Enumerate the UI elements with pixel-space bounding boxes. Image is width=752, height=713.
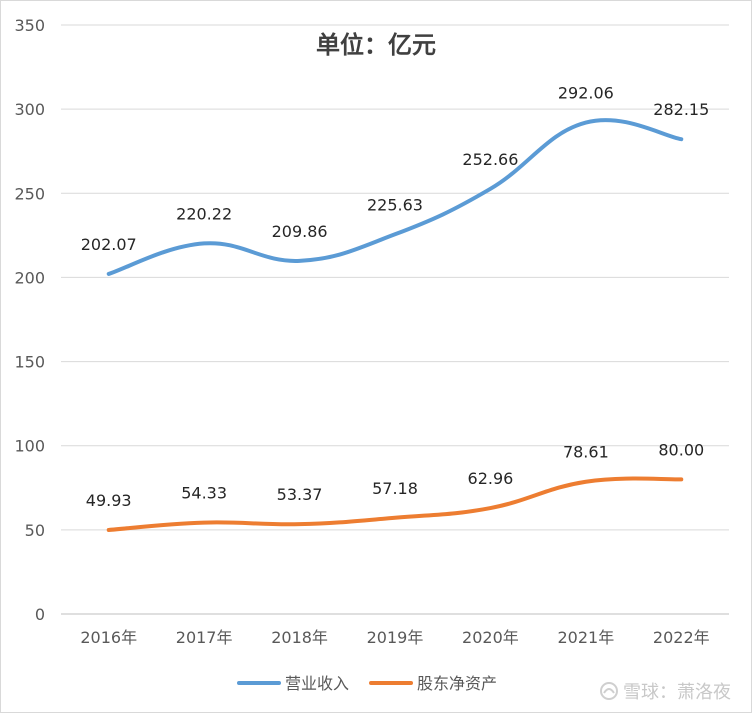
data-label: 209.86 (272, 222, 328, 241)
x-tick-label: 2021年 (557, 628, 614, 647)
data-label: 252.66 (462, 150, 518, 169)
legend-label-2: 股东净资产 (417, 674, 497, 693)
grid (61, 24, 729, 615)
y-tick-label: 100 (14, 437, 45, 456)
x-axis: 2016年 2017年 2018年 2019年 2020年 2021年 2022年 (80, 628, 709, 647)
legend-label-1: 营业收入 (285, 674, 349, 693)
data-label: 292.06 (558, 84, 614, 103)
data-label: 220.22 (176, 204, 232, 223)
x-tick-label: 2019年 (367, 628, 424, 647)
data-label: 282.15 (653, 100, 709, 119)
data-label: 54.33 (181, 484, 227, 503)
data-label: 78.61 (563, 443, 609, 462)
x-tick-label: 2018年 (271, 628, 328, 647)
watermark: 雪球：萧洛夜 (599, 678, 731, 704)
y-tick-label: 200 (14, 268, 45, 287)
x-tick-label: 2022年 (653, 628, 710, 647)
data-label: 225.63 (367, 195, 423, 214)
y-tick-label: 250 (14, 184, 45, 203)
series-line-1 (106, 118, 684, 276)
data-label: 80.00 (658, 440, 704, 459)
data-label: 49.93 (86, 491, 132, 510)
watermark-text: 雪球：萧洛夜 (623, 682, 731, 703)
data-label: 202.07 (81, 235, 137, 254)
y-tick-label: 0 (35, 605, 45, 624)
x-tick-label: 2020年 (462, 628, 519, 647)
y-tick-label: 150 (14, 353, 45, 372)
chart-title: 单位：亿元 (316, 31, 436, 59)
data-label: 62.96 (468, 469, 514, 488)
legend: 营业收入 股东净资产 (237, 674, 497, 693)
y-axis: 0 50 100 150 200 250 300 350 (14, 16, 45, 624)
data-label: 57.18 (372, 479, 418, 498)
series-line-2 (106, 476, 684, 532)
data-label: 53.37 (277, 485, 323, 504)
y-tick-label: 300 (14, 100, 45, 119)
snowball-icon (600, 682, 618, 700)
y-tick-label: 350 (14, 16, 45, 35)
x-tick-label: 2016年 (80, 628, 137, 647)
x-tick-label: 2017年 (176, 628, 233, 647)
data-labels: 202.07 220.22 209.86 225.63 252.66 292.06 282.… (81, 84, 710, 510)
y-tick-label: 50 (25, 521, 45, 540)
series-lines (106, 118, 684, 532)
